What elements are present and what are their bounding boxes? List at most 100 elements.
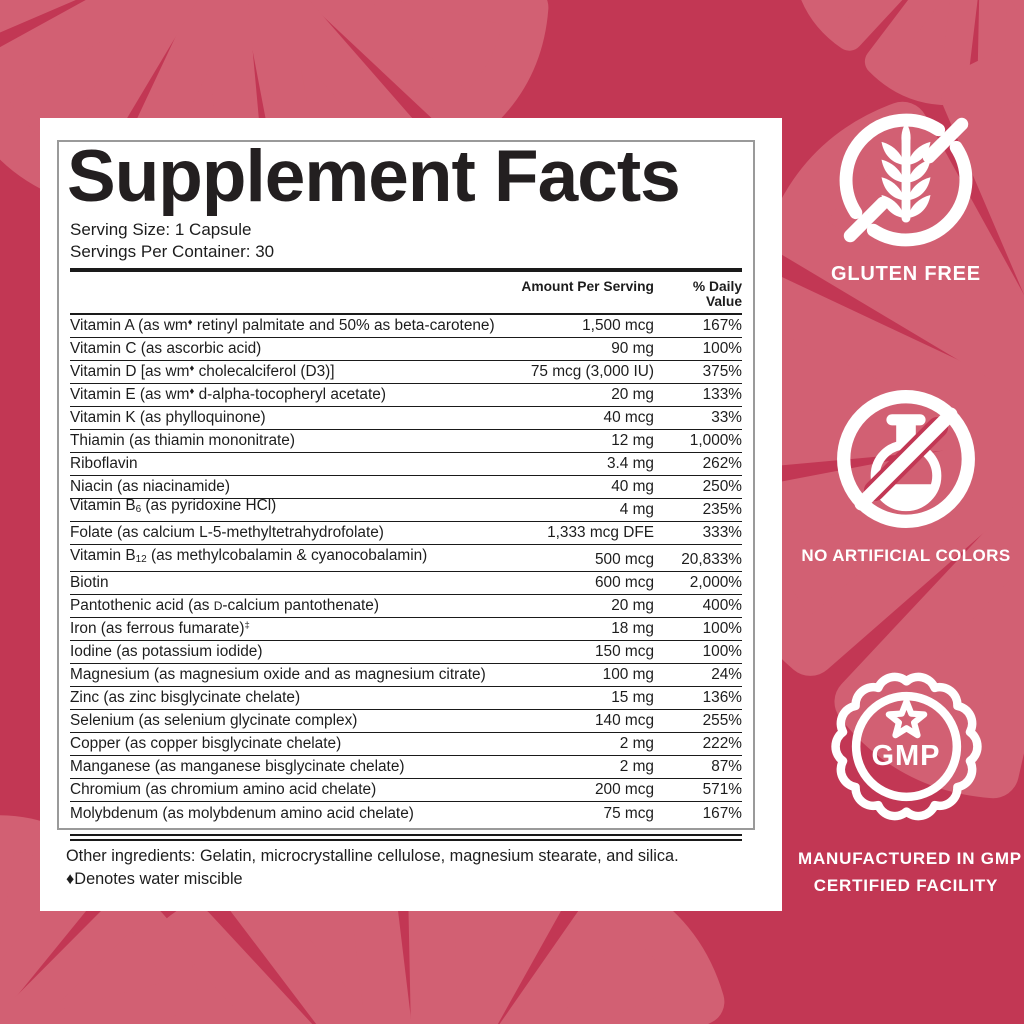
amount-cell: 90 mg bbox=[611, 339, 654, 357]
amount-cell: 200 mcg bbox=[594, 780, 654, 798]
table-row: Vitamin K (as phylloquinone) 40 mcg 33% bbox=[70, 407, 742, 430]
nutrient-name: Folate (as calcium L-5-methyltetrahydrof… bbox=[70, 523, 384, 541]
daily-value-cell: 100% bbox=[702, 642, 742, 660]
amount-cell: 1,333 mcg DFE bbox=[547, 523, 654, 541]
table-row: Molybdenum (as molybdenum amino acid che… bbox=[70, 802, 742, 825]
amount-cell: 150 mcg bbox=[594, 642, 654, 660]
daily-value-cell: 2,000% bbox=[689, 573, 742, 591]
daily-value-column-header: % Daily Value bbox=[692, 279, 742, 309]
table-row: Vitamin B12 (as methylcobalamin & cyanoc… bbox=[70, 545, 742, 572]
daily-value-cell: 400% bbox=[702, 596, 742, 614]
nutrient-name: Iodine (as potassium iodide) bbox=[70, 642, 263, 660]
table-row: Manganese (as manganese bisglycinate che… bbox=[70, 756, 742, 779]
star-icon bbox=[885, 698, 927, 739]
daily-value-cell: 24% bbox=[711, 665, 742, 683]
daily-value-cell: 87% bbox=[711, 757, 742, 775]
nutrient-name: Vitamin K (as phylloquinone) bbox=[70, 408, 266, 426]
daily-value-cell: 100% bbox=[702, 619, 742, 637]
nutrient-name: Molybdenum (as molybdenum amino acid che… bbox=[70, 804, 414, 822]
table-row: Vitamin B6 (as pyridoxine HCl) 4 mg 235% bbox=[70, 496, 742, 522]
amount-cell: 600 mcg bbox=[594, 573, 654, 591]
amount-cell: 3.4 mg bbox=[606, 454, 654, 472]
amount-cell: 75 mcg bbox=[603, 804, 654, 822]
table-row: Folate (as calcium L-5-methyltetrahydrof… bbox=[70, 522, 742, 545]
amount-cell: 140 mcg bbox=[594, 711, 654, 729]
nutrient-name: Zinc (as zinc bisglycinate chelate) bbox=[70, 688, 301, 706]
table-row: Iron (as ferrous fumarate)‡ 18 mg 100% bbox=[70, 618, 742, 641]
daily-value-cell: 136% bbox=[702, 688, 742, 706]
nutrient-name: Vitamin B12 (as methylcobalamin & cyanoc… bbox=[70, 546, 428, 565]
amount-cell: 4 mg bbox=[619, 500, 654, 518]
table-row: Vitamin C (as ascorbic acid) 90 mg 100% bbox=[70, 338, 742, 361]
daily-value-cell: 333% bbox=[702, 523, 742, 541]
table-row: Zinc (as zinc bisglycinate chelate) 15 mg… bbox=[70, 687, 742, 710]
table-row: Biotin 600 mcg 2,000% bbox=[70, 572, 742, 595]
nutrient-name: Manganese (as manganese bisglycinate che… bbox=[70, 757, 405, 775]
table-row: Vitamin A (as wm♦ retinyl palmitate and … bbox=[70, 315, 742, 338]
amount-cell: 2 mg bbox=[619, 734, 654, 752]
table-row: Vitamin E (as wm♦ d-alpha-tocopheryl ace… bbox=[70, 384, 742, 407]
amount-cell: 15 mg bbox=[611, 688, 654, 706]
wheat-no-icon bbox=[838, 112, 974, 248]
nutrient-name: Thiamin (as thiamin mononitrate) bbox=[70, 431, 295, 449]
daily-value-cell: 262% bbox=[702, 454, 742, 472]
table-row: Magnesium (as magnesium oxide and as mag… bbox=[70, 664, 742, 687]
gluten-free-badge: GLUTEN FREE bbox=[798, 112, 1014, 286]
amount-cell: 2 mg bbox=[619, 757, 654, 775]
daily-value-cell: 250% bbox=[702, 477, 742, 495]
nutrient-name: Biotin bbox=[70, 573, 109, 591]
page-title: Supplement Facts bbox=[67, 136, 681, 217]
flask-no-icon bbox=[836, 389, 976, 529]
table-row: Niacin (as niacinamide) 40 mg 250% bbox=[70, 476, 742, 499]
water-miscible-footnote: ♦Denotes water miscible bbox=[66, 870, 243, 888]
daily-value-cell: 222% bbox=[702, 734, 742, 752]
daily-value-cell: 100% bbox=[702, 339, 742, 357]
gmp-label-line2: CERTIFIED FACILITY bbox=[813, 876, 999, 895]
amount-cell: 75 mcg (3,000 IU) bbox=[530, 362, 654, 380]
supplement-label-panel: Supplement Facts Serving Size: 1 Capsule… bbox=[40, 118, 782, 911]
divider-thick bbox=[70, 268, 742, 272]
wheat-glyph bbox=[881, 122, 931, 223]
daily-value-cell: 33% bbox=[711, 408, 742, 426]
nutrient-name: Vitamin C (as ascorbic acid) bbox=[70, 339, 262, 357]
gmp-seal-icon: GMP bbox=[829, 669, 984, 824]
amount-cell: 40 mg bbox=[611, 477, 654, 495]
daily-value-cell: 167% bbox=[702, 804, 742, 822]
nutrient-table: Vitamin A (as wm♦ retinyl palmitate and … bbox=[70, 315, 742, 825]
nutrient-name: Selenium (as selenium glycinate complex) bbox=[70, 711, 358, 729]
daily-value-cell: 1,000% bbox=[689, 431, 742, 449]
amount-cell: 40 mcg bbox=[603, 408, 654, 426]
gluten-free-label: GLUTEN FREE bbox=[831, 263, 981, 285]
nutrient-name: Vitamin B6 (as pyridoxine HCl) bbox=[70, 496, 277, 515]
table-row: Thiamin (as thiamin mononitrate) 12 mg 1,0… bbox=[70, 430, 742, 453]
gmp-badge: GMP MANUFACTURED IN GMP CERTIFIED FACILI… bbox=[798, 669, 1022, 899]
daily-value-cell: 375% bbox=[702, 362, 742, 380]
nutrient-name: Niacin (as niacinamide) bbox=[70, 477, 230, 495]
divider-thin bbox=[70, 313, 742, 315]
gmp-label-line1: MANUFACTURED IN GMP bbox=[798, 849, 1022, 868]
daily-value-cell: 255% bbox=[702, 711, 742, 729]
amount-cell: 500 mcg bbox=[594, 550, 654, 568]
daily-value-cell: 20,833% bbox=[681, 550, 742, 568]
nutrient-name: Magnesium (as magnesium oxide and as mag… bbox=[70, 665, 486, 683]
nutrient-name: Vitamin D [as wm♦ cholecalciferol (D3)] bbox=[70, 362, 335, 380]
table-row: Selenium (as selenium glycinate complex)… bbox=[70, 710, 742, 733]
nutrient-name: Iron (as ferrous fumarate)‡ bbox=[70, 619, 250, 637]
serving-size: Serving Size: 1 Capsule bbox=[70, 220, 252, 239]
table-column-headers: Amount Per Serving % Daily Value bbox=[70, 279, 742, 309]
amount-cell: 18 mg bbox=[611, 619, 654, 637]
amount-cell: 1,500 mcg bbox=[582, 316, 654, 334]
nutrient-name: Chromium (as chromium amino acid chelate… bbox=[70, 780, 377, 798]
servings-per-container: Servings Per Container: 30 bbox=[70, 242, 275, 261]
badge-column: GLUTEN FREE NO ARTIFICIAL COLORS bbox=[798, 0, 1022, 1024]
nutrient-name: Vitamin E (as wm♦ d-alpha-tocopheryl ace… bbox=[70, 385, 386, 403]
table-row: Copper (as copper bisglycinate chelate) 2… bbox=[70, 733, 742, 756]
supplement-facts-box: Supplement Facts Serving Size: 1 Capsule… bbox=[57, 136, 755, 841]
table-row: Iodine (as potassium iodide) 150 mcg 100% bbox=[70, 641, 742, 664]
amount-cell: 12 mg bbox=[611, 431, 654, 449]
gmp-seal-text: GMP bbox=[871, 740, 941, 772]
amount-column-header: Amount Per Serving bbox=[521, 279, 654, 294]
nutrient-name: Copper (as copper bisglycinate chelate) bbox=[70, 734, 342, 752]
table-row: Riboflavin 3.4 mg 262% bbox=[70, 453, 742, 476]
table-row: Vitamin D [as wm♦ cholecalciferol (D3)] 7… bbox=[70, 361, 742, 384]
